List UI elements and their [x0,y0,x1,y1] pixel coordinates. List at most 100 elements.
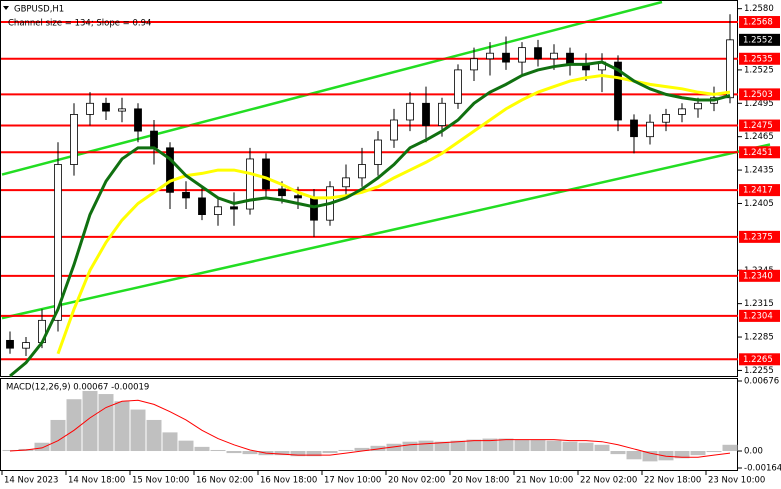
macd-bar [66,399,82,452]
candle-body [54,164,62,321]
y-tick-label: 1.2580 [744,4,774,14]
macd-bar [562,441,578,452]
level-label: 1.2503 [743,90,773,100]
level-label-box [739,88,780,101]
level-label-box [739,230,780,243]
candle-body [278,188,286,197]
level-label: 1.2340 [743,271,773,281]
macd-bar [418,440,434,452]
candle-body [422,102,430,126]
candle-body [566,52,574,65]
last-price-box [739,33,780,46]
x-tick-label: 21 Nov 10:00 [516,476,573,486]
macd-bar [50,419,66,452]
macd-bar [306,451,322,457]
macd-bar [162,432,178,452]
macd-bar [178,440,194,452]
candle-body [86,102,94,115]
macd-bar [290,451,306,457]
x-tick-label: 14 Nov 18:00 [68,476,125,486]
macd-pane [0,378,738,471]
macd-bar [706,451,722,453]
macd-bar [594,444,610,452]
macd-bar [530,439,546,452]
moving-average [56,73,731,355]
level-label: 1.2417 [743,186,773,196]
candle-body [486,52,494,60]
candle-body [534,47,542,60]
x-tick-label: 22 Nov 18:00 [644,476,701,486]
candle-body [470,58,478,71]
macd-bar [546,440,562,452]
x-tick-label: 20 Nov 18:00 [452,476,509,486]
y-tick-label: 1.2495 [744,99,774,109]
candle-body [406,102,414,121]
candle-body [70,114,78,165]
x-tick-label: 23 Nov 10:00 [708,476,765,486]
y-tick-label: 0.00 [744,447,763,457]
macd-bar [130,409,146,452]
candle-body [262,158,270,190]
title-arrow [3,6,9,10]
candle-body [726,39,734,99]
main-pane [0,0,738,377]
candle-body [342,177,350,188]
chart-subtitle: Channel size = 134; Slope = 0.94 [8,19,151,29]
macd-bar [274,451,290,456]
signal-line [9,399,731,458]
level-label: 1.2451 [743,148,773,158]
macd-bar [578,442,594,452]
moving-average [9,60,731,378]
macd-title: MACD(12,26,9) 0.00067 -0.00019 [6,383,149,393]
level-label: 1.2265 [743,355,773,365]
macd-bar [722,444,738,452]
candle-body [438,102,446,126]
candle-body [118,108,126,112]
x-tick-label: 22 Nov 02:00 [580,476,637,486]
level-label-box [739,309,780,322]
candle-body [246,158,254,210]
y-tick-label: 1.2465 [744,132,774,142]
candle-body [678,108,686,115]
macd-bar [498,438,514,452]
level-label-box [739,269,780,282]
x-tick-label: 15 Nov 10:00 [132,476,189,486]
candle-body [614,61,622,121]
macd-bar [338,449,354,452]
macd-bar [674,451,690,459]
level-label: 1.2475 [743,121,773,131]
candle-body [102,102,110,112]
level-label-box [739,184,780,197]
level-label: 1.2568 [743,18,773,28]
macd-bar [210,449,226,452]
candle-body [214,206,222,216]
y-tick-label: 1.2285 [744,333,774,343]
candle-body [182,191,190,199]
candle-body [662,114,670,123]
y-tick-label: 1.2405 [744,199,774,209]
y-tick-label: 1.2255 [744,366,774,376]
macd-bar [626,451,642,460]
candle-body [390,119,398,141]
level-label: 1.2375 [743,232,773,242]
macd-bar [658,451,674,461]
candle-body [134,108,142,132]
candle-body [310,197,318,221]
x-tick-label: 16 Nov 18:00 [260,476,317,486]
macd-bar [450,440,466,452]
x-tick-label: 17 Nov 10:00 [324,476,381,486]
level-label: 1.2535 [743,54,773,64]
macd-bar [146,419,162,452]
candle-body [454,69,462,104]
macd-bar [482,438,498,452]
macd-bar [114,401,130,452]
channel-line [1,0,663,176]
x-tick-label: 14 Nov 2023 [4,476,58,486]
macd-bar [610,451,626,455]
macd-bar [386,443,402,452]
macd-bar [370,445,386,452]
macd-bar [402,441,418,452]
